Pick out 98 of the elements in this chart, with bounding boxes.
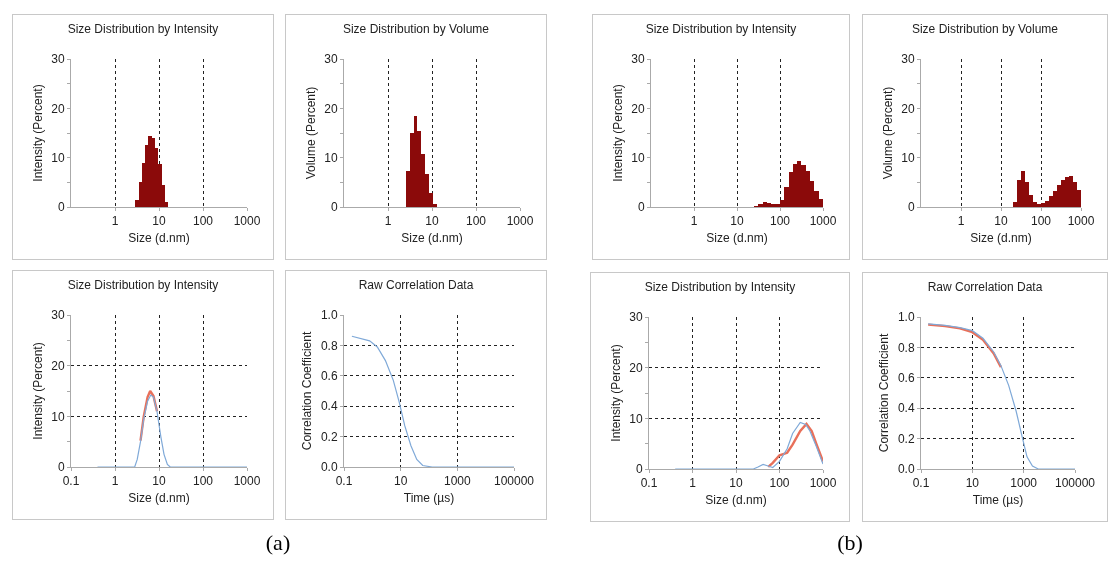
x-tick-label: 10 <box>994 214 1008 229</box>
y-tick-label: 10 <box>901 150 915 165</box>
x-tick-label: 1000 <box>443 474 471 489</box>
x-tick-label: 1000 <box>506 214 534 229</box>
x-tick-label: 1 <box>690 214 698 229</box>
chart-title: Size Distribution by Intensity <box>67 278 219 293</box>
x-tick-label: 10 <box>965 476 980 491</box>
x-tick-label: 1000 <box>233 474 261 489</box>
y-tick-label: 10 <box>629 411 643 426</box>
x-axis-title: Size (d.nm) <box>706 231 768 246</box>
x-tick-label: 100 <box>465 214 487 229</box>
x-axis-title: Size (d.nm) <box>128 231 190 246</box>
x-tick-label: 10 <box>425 214 439 229</box>
x-tick-label: 1 <box>384 214 392 229</box>
text: (a) <box>265 530 291 556</box>
y-tick-label: 20 <box>324 101 338 116</box>
y-tick-label: 0 <box>907 200 915 215</box>
y-tick-label: 20 <box>901 101 915 116</box>
x-axis-title: Size (d.nm) <box>970 231 1032 246</box>
y-tick-label: 10 <box>51 150 65 165</box>
y-tick-label: 0.4 <box>897 401 915 416</box>
text: (b) <box>837 530 863 556</box>
y-tick-label: 0.8 <box>897 340 915 355</box>
y-tick-label: 0.0 <box>897 462 915 477</box>
x-axis-title: Size (d.nm) <box>128 491 190 506</box>
y-tick-label: 30 <box>901 52 915 67</box>
x-tick-label: 1000 <box>809 214 837 229</box>
chart-title: Size Distribution by Intensity <box>645 22 797 37</box>
y-tick-label: 0.6 <box>320 369 338 383</box>
x-tick-label: 100 <box>1030 214 1052 229</box>
y-tick-label: 30 <box>324 52 338 67</box>
y-axis-title: Volume (Percent) <box>880 86 895 180</box>
x-axis-title: Size (d.nm) <box>401 231 463 246</box>
chart-title: Raw Correlation Data <box>927 280 1043 295</box>
y-tick-label: 0.6 <box>897 371 915 385</box>
y-tick-label: 20 <box>51 101 65 116</box>
x-tick-label: 100000 <box>1054 476 1096 491</box>
x-tick-label: 0.1 <box>912 476 930 491</box>
y-tick-label: 20 <box>631 101 645 116</box>
x-tick-label: 100 <box>192 474 214 489</box>
y-tick-label: 10 <box>631 150 645 165</box>
y-axis-title: Intensity (Percent) <box>610 84 625 182</box>
x-tick-label: 1 <box>111 474 119 489</box>
y-tick-label: 30 <box>629 310 643 325</box>
chart-title: Size Distribution by Volume <box>342 22 490 37</box>
y-tick-label: 0 <box>330 200 338 215</box>
y-tick-label: 1.0 <box>897 310 915 325</box>
y-tick-label: 30 <box>51 52 65 67</box>
x-tick-label: 1000 <box>1010 476 1038 491</box>
x-axis-title: Size (d.nm) <box>705 493 767 508</box>
y-tick-label: 0.8 <box>320 338 338 353</box>
line-series <box>767 422 823 469</box>
y-tick-label: 20 <box>629 360 643 375</box>
chart-title: Size Distribution by Intensity <box>644 280 796 295</box>
chart-title: Size Distribution by Volume <box>911 22 1059 37</box>
y-tick-label: 10 <box>324 150 338 165</box>
x-tick-label: 0.1 <box>335 474 353 489</box>
y-tick-label: 0.4 <box>320 399 338 414</box>
x-tick-label: 1 <box>111 214 119 229</box>
x-axis-title: Time (µs) <box>972 493 1024 508</box>
y-tick-label: 20 <box>51 358 65 373</box>
y-tick-label: 30 <box>51 308 65 323</box>
y-axis-title: Correlation Coefficient <box>300 331 315 451</box>
y-tick-label: 0 <box>635 462 643 477</box>
y-tick-label: 0.2 <box>897 431 915 446</box>
x-tick-label: 0.1 <box>62 474 80 489</box>
y-axis-title: Intensity (Percent) <box>608 344 623 442</box>
line-series <box>139 389 159 442</box>
x-tick-label: 100 <box>769 214 791 229</box>
y-tick-label: 0 <box>57 460 65 475</box>
y-tick-label: 0 <box>637 200 645 215</box>
x-tick-label: 0.1 <box>640 476 658 491</box>
x-tick-label: 1 <box>689 476 697 491</box>
x-tick-label: 10 <box>730 214 744 229</box>
chart-title: Size Distribution by Intensity <box>67 22 219 37</box>
x-tick-label: 1000 <box>809 476 837 491</box>
x-tick-label: 1000 <box>1067 214 1095 229</box>
x-tick-label: 10 <box>152 474 166 489</box>
y-tick-label: 10 <box>51 409 65 424</box>
chart-title: Raw Correlation Data <box>358 278 474 293</box>
y-tick-label: 0.2 <box>320 429 338 444</box>
y-axis-title: Volume (Percent) <box>303 86 318 180</box>
y-axis-title: Intensity (Percent) <box>30 84 45 182</box>
x-axis-title: Time (µs) <box>403 491 455 506</box>
y-tick-label: 0.0 <box>320 460 338 475</box>
y-tick-label: 1.0 <box>320 308 338 323</box>
x-tick-label: 100 <box>192 214 214 229</box>
x-tick-label: 100 <box>769 476 790 491</box>
x-tick-label: 1 <box>957 214 965 229</box>
x-tick-label: 10 <box>393 474 408 489</box>
y-tick-label: 30 <box>631 52 645 67</box>
x-tick-label: 10 <box>152 214 166 229</box>
y-axis-title: Correlation Coefficient <box>877 333 892 453</box>
x-tick-label: 1000 <box>233 214 261 229</box>
x-tick-label: 100000 <box>493 474 535 489</box>
y-tick-label: 0 <box>57 200 65 215</box>
x-tick-label: 10 <box>729 476 743 491</box>
y-axis-title: Intensity (Percent) <box>30 342 45 440</box>
